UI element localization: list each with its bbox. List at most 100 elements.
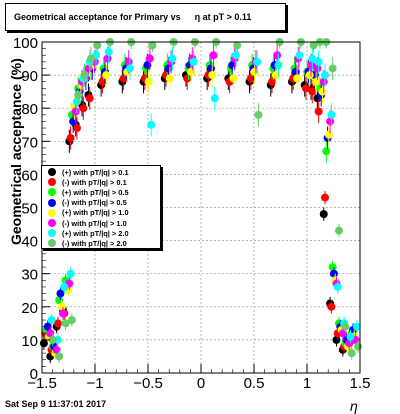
data-point (229, 74, 238, 83)
data-point (58, 309, 67, 318)
data-point (53, 319, 62, 328)
data-point (66, 269, 75, 278)
data-point (48, 335, 57, 344)
data-point (69, 117, 78, 126)
legend-marker (48, 178, 56, 187)
data-point (233, 41, 242, 50)
data-point (46, 329, 55, 338)
series-8 (48, 38, 363, 364)
legend-label: (+) with pT/|q| > 0.5 (62, 187, 129, 197)
data-point (79, 104, 88, 113)
data-point (57, 302, 66, 311)
data-point (55, 352, 64, 361)
data-point (103, 54, 112, 63)
legend-marker (48, 219, 56, 228)
data-point (125, 64, 134, 73)
data-point (208, 71, 217, 80)
legend-marker (48, 239, 56, 248)
chart-legend: (+) with pT/|q| > 0.1 (-) with pT/|q| > 0… (41, 165, 161, 249)
data-point (165, 74, 174, 83)
data-point (295, 51, 304, 60)
data-point (85, 94, 94, 103)
series-7 (47, 42, 361, 347)
data-point (293, 74, 302, 83)
data-point (183, 74, 192, 83)
x-tick-label: 0.5 (244, 375, 265, 392)
data-point (84, 64, 93, 73)
legend-marker (48, 208, 56, 217)
data-point (86, 54, 95, 63)
data-point (52, 345, 61, 354)
data-point (268, 77, 277, 86)
chart-title-part-2: η at pT > 0.11 (194, 12, 252, 22)
data-point (164, 64, 173, 73)
data-point (209, 51, 218, 60)
y-tick-label: 60 (21, 167, 38, 184)
data-point (124, 57, 133, 66)
data-point (346, 332, 355, 341)
data-point (322, 147, 331, 156)
x-tick-label: −1.5 (27, 375, 57, 392)
x-tick-label: −1 (86, 375, 103, 392)
data-point (309, 41, 318, 50)
x-tick-label: 1.5 (350, 375, 371, 392)
data-point (43, 322, 52, 331)
data-point (318, 87, 327, 96)
data-point (319, 77, 328, 86)
data-point (328, 263, 337, 272)
x-axis-label: η (350, 398, 358, 414)
legend-marker (48, 188, 56, 197)
data-point (327, 302, 336, 311)
data-point (341, 322, 350, 331)
data-point (333, 282, 342, 291)
data-point (210, 94, 219, 103)
data-point (228, 61, 237, 70)
data-point (98, 77, 107, 86)
data-point (47, 316, 56, 325)
data-point (147, 120, 156, 129)
data-point (326, 117, 335, 126)
legend-marker (48, 198, 56, 207)
data-point (61, 319, 70, 328)
data-point (301, 84, 310, 93)
data-point (345, 339, 354, 348)
data-point (39, 339, 48, 348)
legend-label: (-) with pT/|q| > 0.5 (62, 198, 127, 208)
data-point (307, 61, 316, 70)
legend-marker (48, 168, 56, 177)
legend-label: (-) with pT/|q| > 2.0 (62, 238, 127, 248)
data-point (55, 296, 64, 305)
y-tick-label: 100 (13, 35, 38, 52)
data-point (104, 47, 113, 56)
data-point (274, 61, 283, 70)
data-point (335, 226, 344, 235)
data-point (187, 67, 196, 76)
data-point (273, 51, 282, 60)
y-tick-label: 40 (21, 234, 38, 251)
data-point (321, 193, 330, 202)
legend-entry: (+) with pT/|q| > 2.0 (44, 228, 158, 238)
data-point (314, 107, 323, 116)
legend-entry: (-) with pT/|q| > 2.0 (44, 238, 158, 248)
y-tick-label: 80 (21, 101, 38, 118)
y-tick-label: 30 (21, 267, 38, 284)
data-point (312, 77, 321, 86)
data-point (143, 61, 152, 70)
x-tick-label: 0 (197, 375, 205, 392)
legend-label: (+) with pT/|q| > 0.1 (62, 167, 129, 177)
legend-label: (+) with pT/|q| > 2.0 (62, 228, 129, 238)
data-point (80, 71, 89, 80)
y-axis-label: Geometrical acceptance (%) (8, 58, 24, 245)
data-point (321, 71, 330, 80)
x-tick-label: −0.5 (133, 375, 163, 392)
legend-entry: (-) with pT/|q| > 0.1 (44, 177, 158, 187)
y-tick-label: 90 (21, 68, 38, 85)
data-point (231, 51, 240, 60)
data-point (119, 74, 128, 83)
legend-entry: (+) with pT/|q| > 0.1 (44, 167, 158, 177)
legend-entry: (+) with pT/|q| > 0.5 (44, 187, 158, 197)
data-point (329, 269, 338, 278)
data-point (72, 97, 81, 106)
data-point (347, 349, 356, 358)
